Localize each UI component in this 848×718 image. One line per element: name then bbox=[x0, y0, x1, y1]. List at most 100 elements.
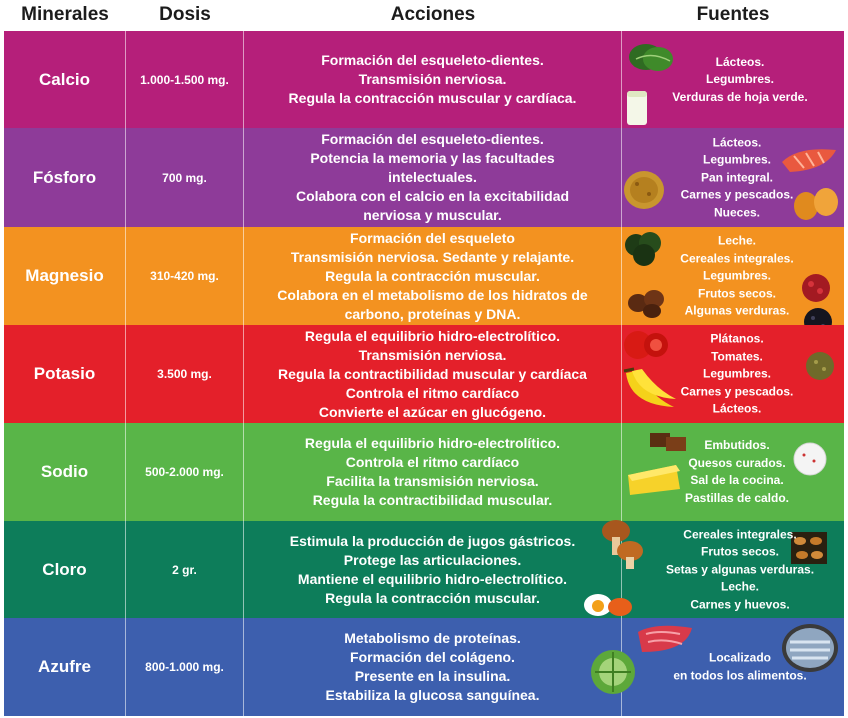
action-line: Regula la contractibilidad muscular. bbox=[312, 492, 553, 508]
mineral-sources: Lácteos. Legumbres. Verduras de hoja ver… bbox=[622, 31, 844, 128]
sources-list: Lácteos. Legumbres. Pan integral. Carnes… bbox=[674, 134, 800, 222]
action-line: Regula la contracción muscular. bbox=[325, 589, 540, 606]
mineral-sources: Cereales integrales. Frutos secos. Setas… bbox=[584, 520, 844, 618]
cabbage-icon bbox=[588, 648, 638, 696]
action-line: Transmisión nerviosa. bbox=[358, 346, 507, 363]
mineral-dose: 2 gr. bbox=[126, 521, 244, 618]
action-line: Formación del esqueleto bbox=[350, 229, 515, 246]
source-item: Setas y algunas verduras. bbox=[665, 561, 815, 576]
action-line: Colabora con el calcio en la excitabilid… bbox=[295, 188, 570, 204]
source-item: Legumbres. bbox=[702, 268, 771, 283]
action-line: Regula el equilibrio hidro-electrolítico… bbox=[304, 327, 561, 344]
bread-icon bbox=[622, 168, 666, 212]
salt-icon bbox=[792, 441, 828, 477]
egg-icon bbox=[580, 589, 634, 619]
salmon-icon bbox=[780, 144, 838, 174]
action-line: Estabiliza la glucosa sanguínea. bbox=[325, 687, 540, 703]
table-row: Azufre 800-1.000 mg. Metabolismo de prot… bbox=[4, 618, 844, 716]
header-fuentes: Fuentes bbox=[696, 4, 770, 25]
table-row: Fósforo 700 mg. Formación del esqueleto-… bbox=[4, 128, 844, 227]
mineral-dose: 800-1.000 mg. bbox=[126, 618, 244, 716]
mineral-actions: Estimula la producción de jugos gástrico… bbox=[244, 521, 622, 618]
mineral-actions: Metabolismo de proteínas. Formación del … bbox=[244, 618, 622, 716]
mineral-dose: 500-2.000 mg. bbox=[126, 423, 244, 521]
meat-icon bbox=[636, 622, 694, 656]
action-line: Facilita la transmisión nerviosa. bbox=[326, 473, 539, 489]
source-item: Verduras de hoja verde. bbox=[672, 89, 808, 104]
action-line: Estimula la producción de jugos gástrico… bbox=[289, 532, 576, 549]
action-line: Regula la contractibilidad muscular y ca… bbox=[278, 365, 587, 382]
minerals-table: Calcio 1.000-1.500 mg. Formación del esq… bbox=[4, 31, 844, 716]
mineral-sources: Embutidos. Quesos curados. Sal de la coc… bbox=[622, 423, 844, 521]
action-line: intelectuales. bbox=[388, 169, 477, 185]
action-line: Controla el ritmo cardíaco bbox=[345, 454, 520, 470]
action-line: Potencia la memoria y las facultades bbox=[310, 150, 555, 166]
source-item: Pastillas de caldo. bbox=[684, 490, 790, 505]
source-item: Carnes y huevos. bbox=[690, 596, 790, 611]
chocolate-icon bbox=[648, 429, 688, 453]
action-line: nerviosa y muscular. bbox=[363, 207, 502, 223]
source-item: Cereales integrales. bbox=[680, 250, 794, 265]
mineral-name: Potasio bbox=[4, 325, 126, 423]
table-header: Minerales Dosis Acciones Fuentes bbox=[0, 0, 848, 30]
almonds-icon bbox=[790, 531, 828, 565]
mineral-name: Cloro bbox=[4, 521, 126, 618]
mineral-name: Fósforo bbox=[4, 128, 126, 227]
action-line: Transmisión nerviosa. bbox=[358, 71, 507, 87]
mineral-name: Sodio bbox=[4, 423, 126, 521]
action-line: Presente en la insulina. bbox=[354, 668, 511, 684]
source-item: Frutos secos. bbox=[700, 544, 780, 559]
source-item: Embutidos. bbox=[704, 438, 770, 452]
source-item: Carnes y pescados. bbox=[680, 383, 794, 398]
table-row: Sodio 500-2.000 mg. Regula el equilibrio… bbox=[4, 423, 844, 521]
mineral-name: Azufre bbox=[4, 618, 126, 716]
action-line: Regula la contracción muscular y cardíac… bbox=[288, 90, 577, 106]
tomato-icon bbox=[622, 325, 670, 363]
mineral-actions: Formación del esqueleto Transmisión nerv… bbox=[244, 227, 622, 325]
mushroom-icon bbox=[596, 517, 646, 573]
action-line: Colabora en el metabolismo de los hidrat… bbox=[277, 286, 588, 303]
source-item: Tomates. bbox=[711, 348, 763, 363]
mineral-dose: 1.000-1.500 mg. bbox=[126, 31, 244, 128]
chestnuts-icon bbox=[626, 285, 668, 319]
action-line: Metabolismo de proteínas. bbox=[344, 630, 521, 646]
sources-list: Plátanos. Tomates. Legumbres. Carnes y p… bbox=[674, 330, 800, 418]
banana-icon bbox=[622, 367, 678, 415]
source-item: Lácteos. bbox=[712, 134, 762, 149]
mineral-sources: Localizado en todos los alimentos. bbox=[591, 618, 844, 716]
table-row: Calcio 1.000-1.500 mg. Formación del esq… bbox=[4, 31, 844, 128]
mineral-dose: 700 mg. bbox=[126, 128, 244, 227]
source-item: Plátanos. bbox=[710, 331, 764, 346]
action-line: Formación del esqueleto-dientes. bbox=[321, 131, 544, 147]
mineral-actions: Formación del esqueleto-dientes. Potenci… bbox=[244, 128, 622, 227]
action-line: Formación del colágeno. bbox=[350, 649, 515, 665]
spinach-icon bbox=[626, 37, 678, 77]
sources-list: Cereales integrales. Frutos secos. Setas… bbox=[652, 526, 828, 614]
action-line: Regula la contracción muscular. bbox=[325, 267, 540, 284]
action-line: Protege las articulaciones. bbox=[343, 551, 522, 568]
cheese-icon bbox=[626, 461, 682, 497]
action-line: carbono, proteínas y DNA. bbox=[344, 305, 521, 322]
source-item: Localizado bbox=[708, 650, 771, 665]
action-line: Formación del esqueleto-dientes. bbox=[321, 52, 544, 68]
lentils-icon bbox=[804, 351, 836, 381]
source-item: Legumbres. bbox=[702, 366, 771, 381]
source-item: Sal de la cocina. bbox=[690, 473, 784, 487]
source-item: Quesos curados. bbox=[688, 455, 786, 470]
mineral-actions: Formación del esqueleto-dientes. Transmi… bbox=[244, 31, 622, 128]
seaweed-icon bbox=[622, 229, 666, 269]
goji-icon bbox=[800, 273, 832, 303]
mineral-dose: 310-420 mg. bbox=[126, 227, 244, 325]
mineral-actions: Regula el equilibrio hidro-electrolítico… bbox=[244, 423, 622, 521]
table-row: Potasio 3.500 mg. Regula el equilibrio h… bbox=[4, 325, 844, 423]
mineral-name: Calcio bbox=[4, 31, 126, 128]
source-item: en todos los alimentos. bbox=[673, 668, 807, 682]
mineral-sources: Lácteos. Legumbres. Pan integral. Carnes… bbox=[622, 128, 844, 227]
header-dosis: Dosis bbox=[159, 4, 211, 25]
source-item: Nueces. bbox=[713, 204, 761, 219]
action-line: Mantiene el equilibrio hidro-electrolíti… bbox=[297, 570, 568, 587]
source-item: Carnes y pescados. bbox=[680, 187, 794, 202]
source-item: Algunas verduras. bbox=[684, 303, 790, 318]
milk-glass-icon bbox=[624, 89, 650, 127]
source-item: Legumbres. bbox=[702, 152, 771, 167]
